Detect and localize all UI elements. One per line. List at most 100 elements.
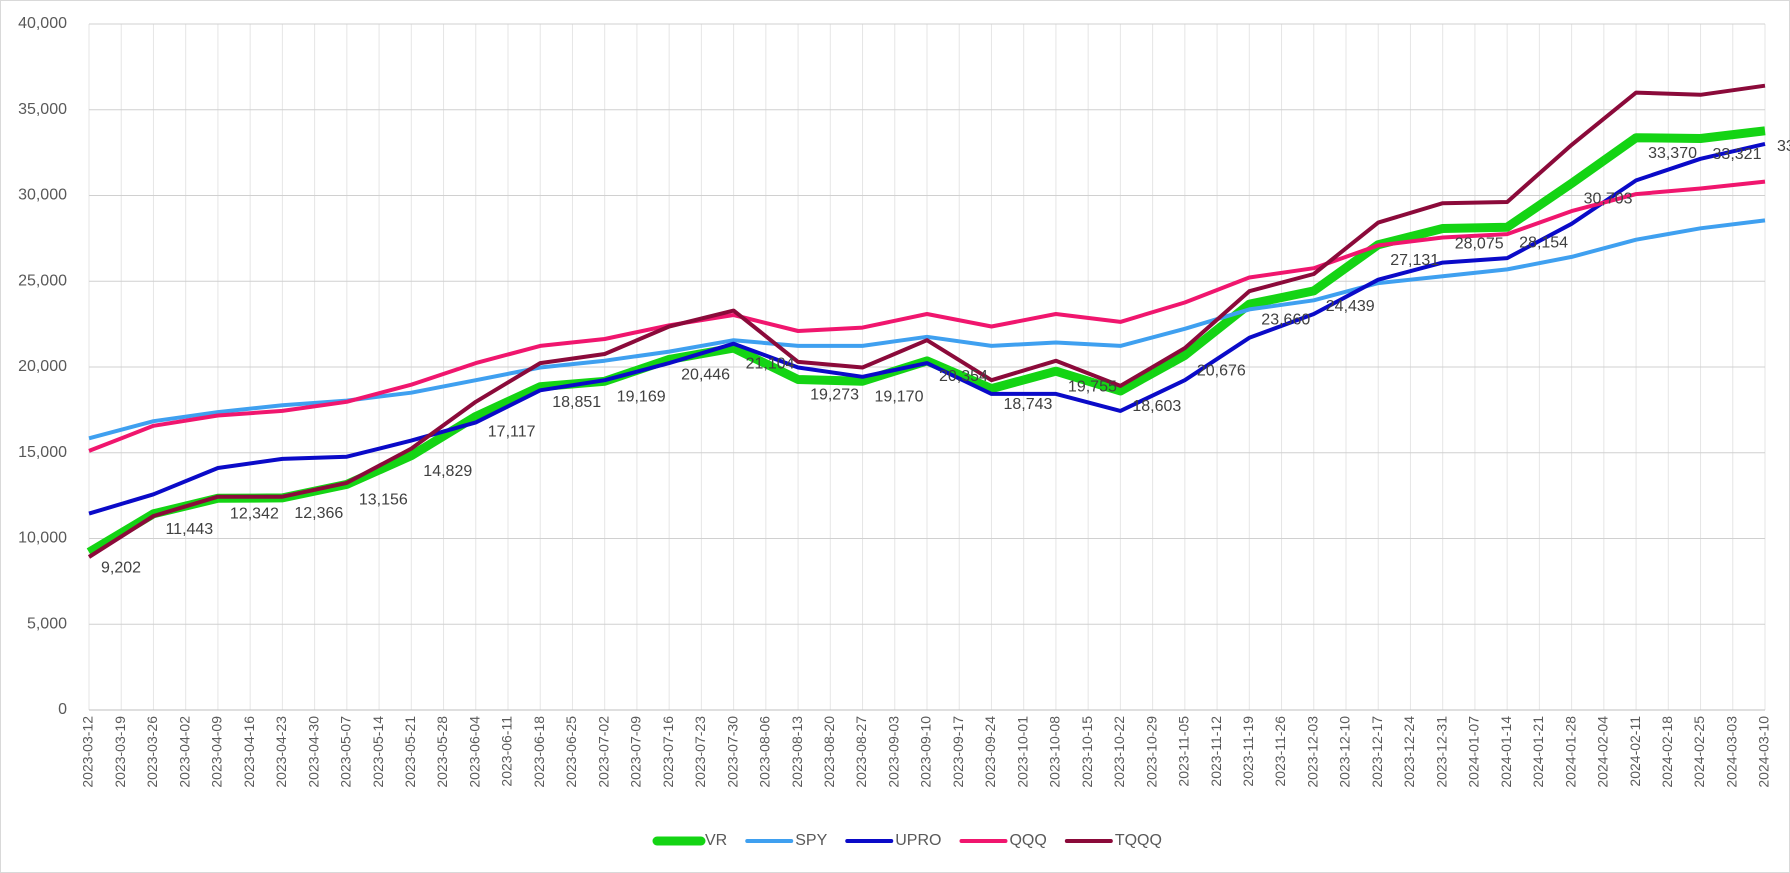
- x-tick-label: 2023-09-03: [885, 716, 901, 788]
- data-label: 11,443: [165, 521, 213, 538]
- data-label: 18,743: [1003, 396, 1052, 413]
- data-label: 12,366: [294, 505, 343, 522]
- data-label: 21,104: [746, 355, 795, 372]
- y-tick-label: 35,000: [18, 101, 67, 118]
- x-tick-label: 2023-08-06: [757, 716, 773, 788]
- legend: VR SPY UPRO QQQ TQQQ: [652, 832, 1162, 849]
- x-tick-label: 2023-10-08: [1047, 716, 1063, 788]
- data-label: 20,354: [939, 368, 988, 385]
- x-tick-label: 2023-08-20: [821, 716, 837, 788]
- series-line: [87, 83, 1766, 559]
- x-tick-label: 2023-10-15: [1079, 716, 1095, 788]
- data-label: 17,117: [488, 424, 536, 441]
- legend-label: TQQQ: [1115, 832, 1162, 849]
- data-label: 23,660: [1261, 311, 1310, 328]
- data-label: 33,773: [1777, 138, 1790, 155]
- data-label: 18,603: [1132, 398, 1181, 415]
- x-tick-label: 2023-12-31: [1433, 716, 1449, 788]
- y-tick-label: 25,000: [18, 272, 67, 289]
- data-label: 33,321: [1713, 146, 1762, 163]
- x-tick-label: 2023-09-10: [918, 716, 934, 788]
- legend-label: UPRO: [895, 832, 941, 849]
- x-tick-label: 2023-05-07: [338, 716, 354, 788]
- x-tick-label: 2023-04-02: [176, 716, 192, 788]
- x-tick-label: 2023-11-12: [1208, 716, 1224, 787]
- x-tick-label: 2023-06-11: [499, 716, 515, 787]
- x-tick-label: 2023-05-21: [402, 716, 418, 788]
- series-line: [88, 141, 1766, 516]
- x-tick-label: 2023-04-30: [305, 716, 321, 788]
- x-tick-label: 2023-11-26: [1272, 716, 1288, 787]
- x-tick-label: 2023-10-01: [1014, 716, 1030, 788]
- x-tick-label: 2023-05-14: [370, 716, 386, 788]
- x-tick-label: 2023-03-12: [80, 716, 96, 788]
- x-tick-label: 2023-04-16: [241, 716, 257, 788]
- x-tick-label: 2024-01-28: [1562, 716, 1578, 788]
- x-tick-label: 2024-01-14: [1498, 716, 1514, 788]
- x-tick-label: 2024-03-03: [1723, 716, 1739, 788]
- data-label: 19,273: [810, 387, 859, 404]
- x-tick-label: 2023-11-05: [1176, 716, 1192, 787]
- x-tick-label: 2024-02-04: [1595, 716, 1611, 788]
- y-tick-label: 30,000: [18, 187, 67, 204]
- x-tick-label: 2023-11-19: [1240, 716, 1256, 787]
- x-tick-label: 2023-07-09: [628, 716, 644, 788]
- data-label: 20,446: [681, 367, 730, 384]
- x-tick-label: 2023-10-22: [1111, 716, 1127, 788]
- data-label: 24,439: [1326, 298, 1375, 315]
- x-tick-label: 2023-06-18: [531, 716, 547, 788]
- data-label: 12,342: [230, 506, 279, 523]
- data-label: 19,169: [617, 388, 666, 405]
- data-label: 20,676: [1197, 363, 1246, 380]
- x-tick-label: 2023-12-17: [1369, 716, 1385, 788]
- y-tick-label: 15,000: [18, 444, 67, 461]
- x-tick-label: 2024-02-25: [1691, 716, 1707, 788]
- legend-label: VR: [705, 832, 727, 849]
- x-tick-label: 2023-10-29: [1143, 716, 1159, 788]
- legend-label: SPY: [795, 832, 827, 849]
- y-tick-label: 0: [58, 701, 67, 718]
- x-tick-label: 2024-01-21: [1530, 716, 1546, 788]
- x-tick-label: 2023-05-28: [434, 716, 450, 788]
- x-tick-label: 2023-04-09: [209, 716, 225, 788]
- y-tick-label: 40,000: [18, 15, 67, 32]
- x-tick-label: 2024-01-07: [1466, 716, 1482, 788]
- data-label: 19,170: [875, 388, 924, 405]
- x-tick-label: 2023-06-04: [466, 716, 482, 788]
- x-tick-label: 2023-04-23: [273, 716, 289, 788]
- data-label: 28,075: [1455, 236, 1504, 253]
- data-label: 14,829: [423, 463, 472, 480]
- series-line: [88, 179, 1766, 453]
- x-tick-label: 2023-09-24: [982, 716, 998, 788]
- series-line: [86, 126, 1766, 557]
- data-label: 30,703: [1584, 191, 1633, 208]
- x-tick-label: 2023-12-24: [1401, 716, 1417, 788]
- data-label: 27,131: [1390, 252, 1439, 269]
- legend-label: QQQ: [1009, 832, 1046, 849]
- x-tick-label: 2023-12-10: [1337, 716, 1353, 788]
- x-tick-label: 2023-09-17: [950, 716, 966, 788]
- x-tick-label: 2023-03-26: [144, 716, 160, 788]
- data-label: 28,154: [1519, 234, 1568, 251]
- x-tick-label: 2024-02-18: [1659, 716, 1675, 788]
- x-tick-label: 2023-12-03: [1304, 716, 1320, 788]
- data-label: 9,202: [101, 559, 141, 576]
- x-tick-label: 2023-08-13: [789, 716, 805, 788]
- y-tick-label: 5,000: [27, 615, 67, 632]
- data-label: 13,156: [359, 492, 408, 509]
- data-label: 19,755: [1068, 378, 1117, 395]
- x-tick-label: 2023-07-16: [660, 716, 676, 788]
- x-tick-label: 2023-03-19: [112, 716, 128, 788]
- data-label: 33,370: [1648, 145, 1697, 162]
- data-label: 18,851: [552, 394, 601, 411]
- x-tick-label: 2023-07-23: [692, 716, 708, 788]
- x-tick-label: 2024-02-11: [1627, 716, 1643, 787]
- y-tick-label: 20,000: [18, 358, 67, 375]
- x-tick-label: 2023-07-02: [595, 716, 611, 788]
- y-tick-label: 10,000: [18, 530, 67, 547]
- x-tick-label: 2023-08-27: [853, 716, 869, 788]
- x-tick-label: 2023-07-30: [724, 716, 740, 788]
- x-tick-label: 2024-03-10: [1756, 716, 1772, 788]
- x-tick-label: 2023-06-25: [563, 716, 579, 788]
